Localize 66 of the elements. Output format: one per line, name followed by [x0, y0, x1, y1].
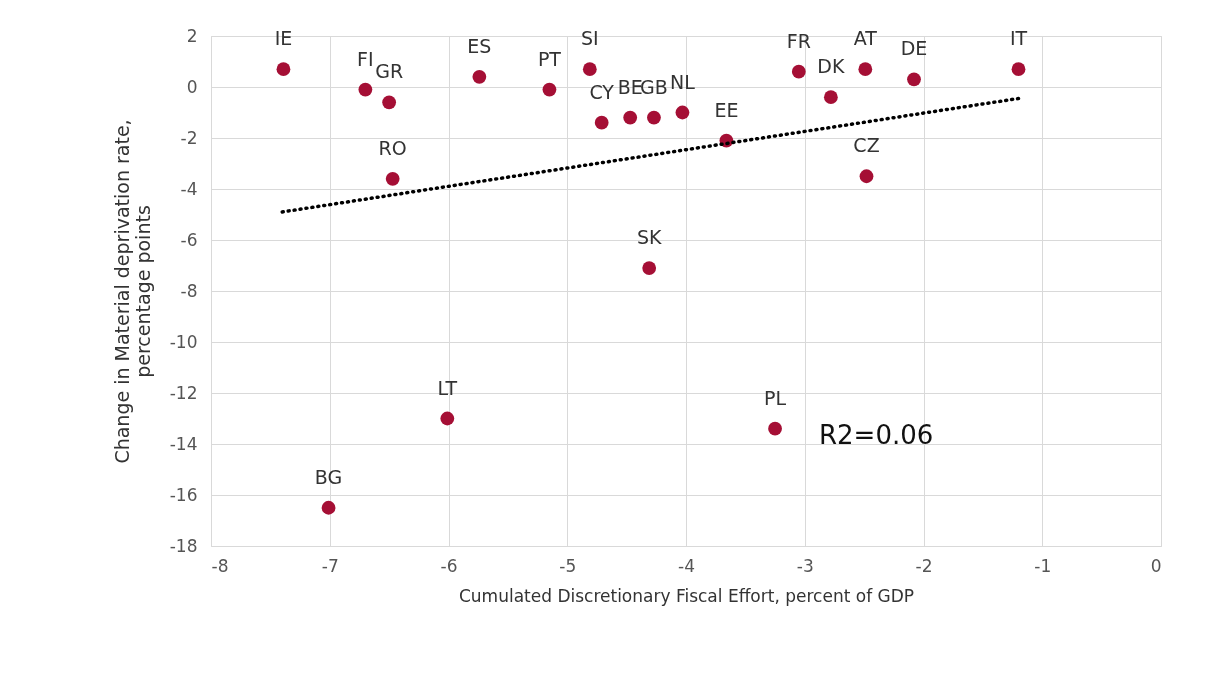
data-label: PL: [764, 386, 787, 409]
point: [907, 72, 921, 87]
x-tick-label: -4: [678, 555, 695, 576]
point: [321, 500, 336, 515]
data-label: RO: [378, 136, 407, 159]
x-tick-label: -5: [559, 555, 577, 576]
data-label: LT: [437, 376, 458, 399]
data-label: FI: [357, 47, 374, 70]
data-label: FR: [786, 29, 811, 52]
point: [642, 261, 657, 275]
x-tick-label: -1: [1034, 555, 1052, 576]
point: [440, 411, 455, 426]
point: [276, 62, 291, 77]
data-label: DK: [817, 55, 845, 78]
data-label: SI: [580, 27, 599, 50]
data-label: IE: [274, 27, 293, 50]
y-tick-label: -16: [169, 484, 198, 505]
point: [594, 115, 609, 130]
data-label: GR: [375, 60, 404, 83]
data-label: BG: [314, 465, 343, 488]
data-label: EE: [714, 98, 739, 121]
y-tick-label: -12: [169, 382, 198, 403]
point: [542, 82, 557, 97]
data-label: ES: [467, 34, 492, 57]
point: [675, 105, 690, 120]
y-axis-title: Change in Material deprivation rate, percentage points: [110, 119, 154, 464]
x-tick-label: -3: [796, 555, 814, 576]
y-tick-label: 0: [186, 76, 198, 97]
point: [472, 69, 487, 84]
y-tick-label: -8: [180, 280, 198, 301]
data-label: AT: [853, 27, 878, 50]
y-tick-label: -2: [180, 127, 198, 148]
x-tick-label: -7: [321, 555, 339, 576]
point: [823, 90, 838, 105]
x-tick-label: -2: [915, 555, 933, 576]
x-tick-label: -6: [440, 555, 458, 576]
y-tick-label: 2: [186, 25, 198, 46]
y-tick-label: -10: [169, 331, 198, 352]
data-label: NL: [670, 70, 696, 93]
data-label: GB: [640, 75, 668, 98]
y-tick-label: -6: [180, 229, 198, 250]
data-label: PT: [537, 47, 562, 70]
data-label: CY: [589, 80, 615, 103]
data-label: BE: [617, 75, 643, 98]
data-label: CZ: [853, 134, 880, 157]
point: [791, 64, 806, 79]
data-label: IT: [1009, 27, 1028, 50]
point: [858, 62, 873, 77]
point: [358, 82, 373, 97]
data-label: DE: [900, 37, 928, 60]
point: [1011, 62, 1026, 77]
point: [859, 169, 874, 184]
y-tick-label: -4: [180, 178, 198, 199]
y-tick-label: -18: [169, 535, 198, 556]
point: [647, 110, 661, 125]
x-tick-label: 0: [1150, 555, 1162, 576]
point: [582, 62, 597, 77]
x-tick-label: -8: [211, 555, 229, 576]
point: [623, 110, 638, 125]
annotation: R2=0.06: [819, 420, 934, 451]
x-axis-title: Cumulated Discretionary Fiscal Effort, percent of GDP: [458, 585, 915, 606]
point: [382, 95, 397, 110]
point: [385, 171, 400, 186]
point: [768, 421, 782, 436]
y-tick-label: -14: [169, 433, 198, 454]
data-label: SK: [636, 226, 662, 249]
